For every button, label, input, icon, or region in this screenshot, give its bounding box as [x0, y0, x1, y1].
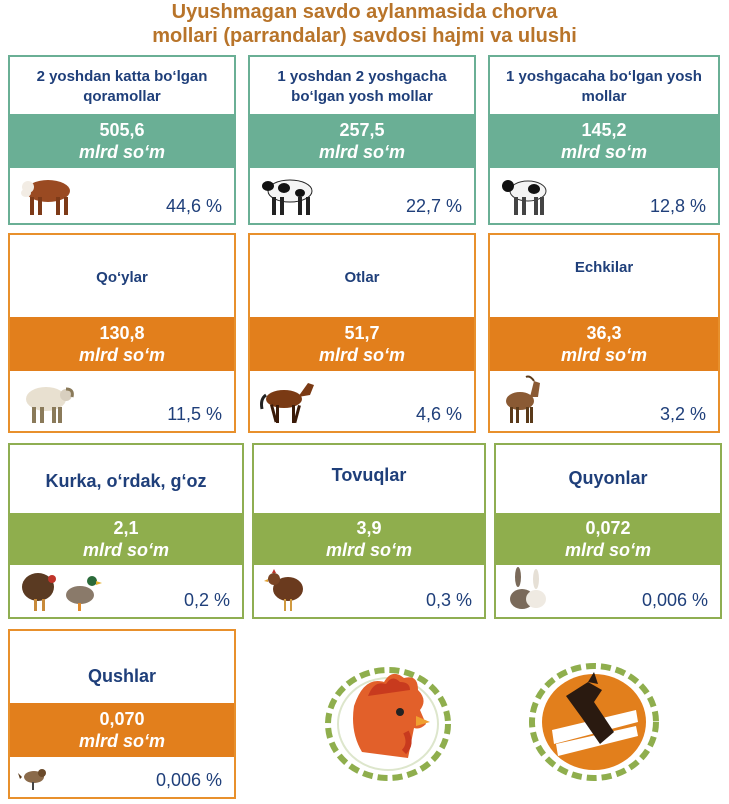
card-young-cattle-under-1: 1 yoshgacaha bo‘lgan yosh mollar 145,2 m… [488, 55, 720, 225]
card-percent: 3,2 % [659, 404, 706, 424]
card-percent: 22,7 % [405, 196, 462, 216]
hen-icon [264, 569, 303, 611]
card-name: 1 yoshdan 2 yoshgacha bo‘lgan yosh molla… [277, 68, 447, 105]
card-value: 257,5 [339, 120, 385, 140]
value-band: 257,5 mlrd so‘m [250, 114, 474, 168]
value-band: 130,8 mlrd so‘m [10, 317, 234, 371]
value-band: 0,072 mlrd so‘m [496, 513, 720, 565]
cow-logo-icon [529, 663, 659, 781]
card-value: 505,6 [99, 120, 145, 140]
turkey-duck-icon [22, 573, 102, 611]
card-chickens: Tovuqlar 3,9 mlrd so‘m 0,3 % [252, 443, 486, 619]
card-unit: mlrd so‘m [560, 142, 648, 162]
card-name: Qo‘ylar [96, 269, 148, 286]
card-young-cattle-1-2: 1 yoshdan 2 yoshgacha bo‘lgan yosh molla… [248, 55, 476, 225]
title-line-2: mollari (parrandalar) savdosi hajmi va u… [152, 25, 577, 47]
card-unit: mlrd so‘m [78, 345, 166, 365]
card-unit: mlrd so‘m [78, 142, 166, 162]
card-name: Tovuqlar [331, 465, 407, 485]
title-line-1: Uyushmagan savdo aylanmasida chorva [171, 1, 558, 23]
card-percent: 0,006 % [641, 590, 708, 610]
card-value: 0,070 [99, 709, 145, 729]
cow-icon [262, 179, 313, 215]
card-unit: mlrd so‘m [78, 731, 166, 751]
card-percent: 44,6 % [165, 196, 222, 216]
card-turkey-duck-goose: Kurka, o‘rdak, g‘oz 2,1 mlrd so‘m 0,2 % [8, 443, 244, 619]
card-unit: mlrd so‘m [564, 540, 652, 560]
card-goats: Echkilar 36,3 mlrd so‘m 3,2 % [488, 233, 720, 433]
card-adult-cattle: 2 yoshdan katta bo‘lgan qoramollar 505,6… [8, 55, 236, 225]
card-rabbits: Quyonlar 0,072 mlrd so‘m 0,006 % [494, 443, 722, 619]
card-percent: 12,8 % [649, 196, 706, 216]
card-unit: mlrd so‘m [318, 142, 406, 162]
card-value: 51,7 [344, 323, 380, 343]
card-percent: 0,2 % [183, 590, 230, 610]
horse-icon [260, 383, 314, 424]
card-unit: mlrd so‘m [325, 540, 413, 560]
card-name: 2 yoshdan katta bo‘lgan qoramollar [36, 68, 208, 105]
card-name: Otlar [344, 269, 380, 286]
rooster-logo-icon [325, 667, 451, 781]
page-title: Uyushmagan savdo aylanmasida chorva moll… [0, 0, 729, 48]
value-band: 505,6 mlrd so‘m [10, 114, 234, 168]
sheep-icon [26, 387, 74, 423]
value-band: 51,7 mlrd so‘m [250, 317, 474, 371]
card-name: Kurka, o‘rdak, g‘oz [45, 471, 207, 491]
value-band: 36,3 mlrd so‘m [490, 317, 718, 371]
card-value: 130,8 [99, 323, 145, 343]
card-value: 145,2 [581, 120, 627, 140]
calf-icon [502, 180, 547, 215]
bull-icon [21, 180, 70, 215]
card-value: 0,072 [585, 518, 631, 538]
card-unit: mlrd so‘m [82, 540, 170, 560]
card-name: 1 yoshgacaha bo‘lgan yosh mollar [506, 68, 702, 105]
value-band: 0,070 mlrd so‘m [10, 703, 234, 757]
card-sheep: Qo‘ylar 130,8 mlrd so‘m 11,5 % [8, 233, 236, 433]
value-band: 2,1 mlrd so‘m [10, 513, 242, 565]
sparrow-icon [18, 769, 46, 790]
card-percent: 4,6 % [415, 404, 462, 424]
card-value: 3,9 [356, 518, 382, 538]
card-percent: 0,006 % [155, 770, 222, 790]
card-value: 36,3 [586, 323, 622, 343]
card-name: Qushlar [87, 666, 157, 686]
card-percent: 0,3 % [425, 590, 472, 610]
card-percent: 11,5 % [167, 404, 222, 424]
goat-icon [506, 375, 540, 423]
value-band: 3,9 mlrd so‘m [254, 513, 484, 565]
card-birds: Qushlar 0,070 mlrd so‘m 0,006 % [8, 629, 236, 799]
rabbit-icon [510, 567, 546, 609]
card-name: Echkilar [574, 259, 634, 276]
card-value: 2,1 [113, 518, 139, 538]
card-unit: mlrd so‘m [318, 345, 406, 365]
card-name: Quyonlar [568, 468, 648, 488]
card-unit: mlrd so‘m [560, 345, 648, 365]
value-band: 145,2 mlrd so‘m [490, 114, 718, 168]
card-horses: Otlar 51,7 mlrd so‘m 4,6 % [248, 233, 476, 433]
